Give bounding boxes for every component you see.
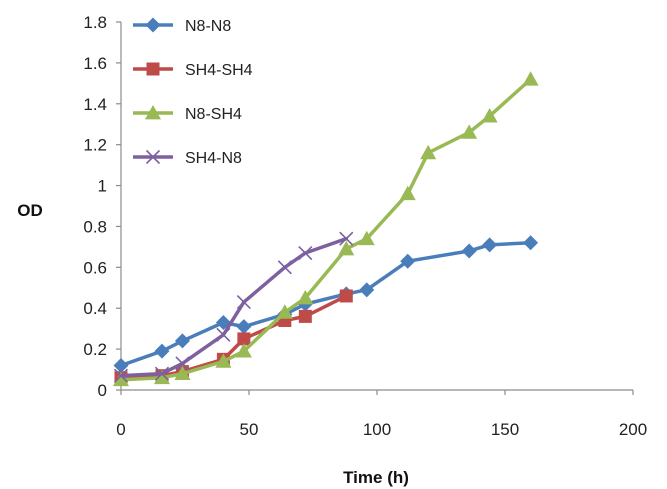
legend-label: SH4-N8	[185, 150, 242, 167]
data-point	[522, 71, 539, 86]
data-point	[482, 237, 498, 253]
legend-item: SH4-N8	[133, 149, 242, 167]
data-point	[174, 333, 190, 349]
data-point	[113, 371, 129, 387]
y-tick-label: 0.6	[83, 258, 107, 277]
data-point	[175, 356, 190, 371]
series-sh4-n8	[113, 231, 354, 383]
data-point	[153, 369, 170, 385]
data-point	[481, 108, 498, 123]
series-n8-n8	[113, 235, 539, 373]
y-tick-label: 0	[98, 381, 107, 400]
data-point	[338, 240, 355, 256]
data-point	[420, 144, 437, 160]
y-tick-label: 1.8	[83, 13, 107, 32]
data-point	[216, 327, 231, 342]
series-sh4-sh4	[114, 289, 353, 385]
data-point	[339, 289, 353, 303]
data-point	[174, 365, 191, 381]
data-point	[145, 17, 161, 33]
series-n8-sh4	[113, 71, 539, 387]
x-tick-label: 150	[491, 420, 519, 439]
legend-label: N8-N8	[185, 18, 231, 35]
axis-ticks: 0 0.2 0.4 0.6 0.8 1 1.2 1.4 1.6 1.8 0 50 100 150 200	[83, 13, 647, 439]
series-lines	[113, 71, 539, 387]
legend-label: N8-SH4	[185, 106, 242, 123]
data-point	[113, 368, 129, 383]
data-point	[235, 343, 252, 358]
series-line	[119, 294, 349, 380]
legend: N8-N8 SH4-SH4 N8-SH4 SH4-N8	[133, 17, 253, 167]
x-axis-title: Time (h)	[343, 468, 409, 487]
y-tick-label: 1.4	[83, 95, 107, 114]
data-point	[298, 309, 312, 323]
legend-item: SH4-SH4	[133, 62, 253, 79]
y-axis-title: OD	[17, 201, 43, 220]
x-tick-label: 200	[619, 420, 647, 439]
data-point	[297, 290, 314, 305]
x-tick-label: 100	[363, 420, 391, 439]
y-tick-label: 0.8	[83, 217, 107, 236]
data-point	[146, 62, 160, 76]
data-point	[298, 245, 313, 261]
data-point	[276, 304, 293, 319]
x-tick-label: 0	[116, 420, 125, 439]
data-point	[461, 124, 478, 139]
x-tick-label: 50	[240, 420, 259, 439]
y-tick-label: 0.4	[83, 299, 107, 318]
y-tick-label: 1.6	[83, 54, 107, 73]
data-point	[523, 235, 539, 251]
y-tick-label: 1	[98, 177, 107, 196]
legend-item: N8-N8	[133, 17, 231, 35]
data-point	[237, 332, 251, 346]
y-tick-label: 0.2	[83, 340, 107, 359]
data-point	[154, 343, 170, 359]
data-point	[215, 353, 232, 368]
data-point	[358, 230, 375, 246]
data-point	[154, 366, 170, 381]
y-tick-label: 1.2	[83, 136, 107, 155]
series-line	[119, 77, 533, 382]
data-point	[236, 319, 252, 335]
data-point	[236, 295, 251, 310]
data-point	[399, 185, 416, 201]
data-point	[461, 243, 477, 259]
data-point	[339, 231, 354, 246]
data-point	[277, 260, 292, 275]
legend-label: SH4-SH4	[185, 62, 253, 79]
data-point	[113, 357, 129, 373]
data-point	[400, 253, 416, 269]
data-point	[145, 105, 161, 120]
data-point	[145, 149, 161, 165]
data-point	[359, 282, 375, 298]
legend-item: N8-SH4	[133, 105, 242, 123]
